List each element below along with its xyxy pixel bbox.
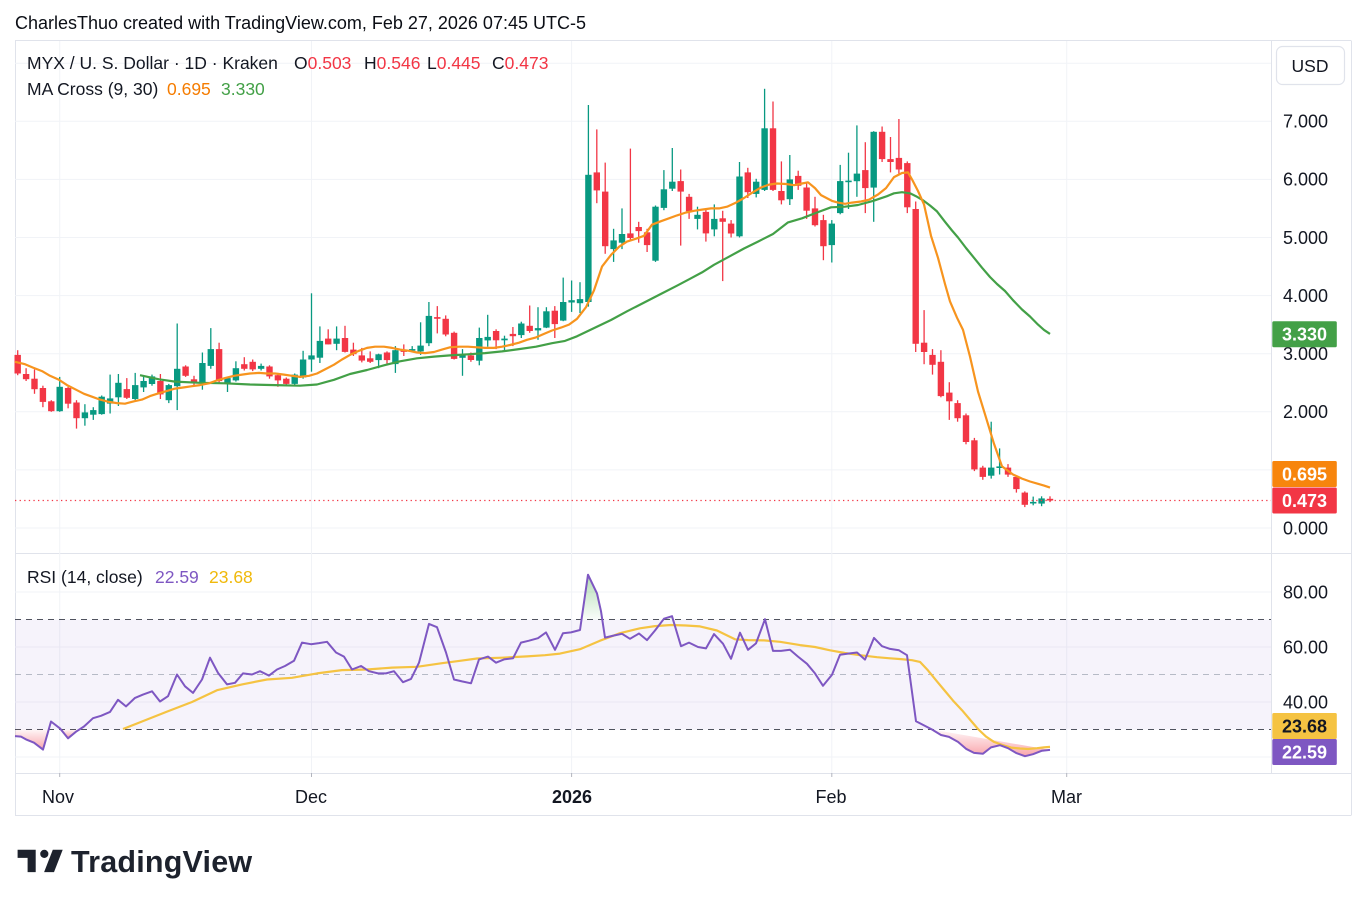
svg-text:0.695: 0.695 bbox=[1282, 464, 1327, 484]
svg-text:USD: USD bbox=[1292, 56, 1329, 76]
svg-text:5.000: 5.000 bbox=[1283, 228, 1328, 248]
svg-text:80.00: 80.00 bbox=[1283, 582, 1328, 602]
svg-text:22.59: 22.59 bbox=[155, 567, 199, 587]
svg-text:Nov: Nov bbox=[42, 787, 74, 807]
svg-text:60.00: 60.00 bbox=[1283, 637, 1328, 657]
svg-text:4.000: 4.000 bbox=[1283, 286, 1328, 306]
svg-text:Mar: Mar bbox=[1051, 787, 1082, 807]
svg-text:0.000: 0.000 bbox=[1283, 518, 1328, 538]
svg-text:0.473: 0.473 bbox=[1282, 491, 1327, 511]
svg-text:23.68: 23.68 bbox=[1282, 716, 1327, 736]
svg-text:3.330: 3.330 bbox=[221, 79, 265, 99]
svg-text:23.68: 23.68 bbox=[209, 567, 253, 587]
svg-text:2.000: 2.000 bbox=[1283, 402, 1328, 422]
svg-text:6.000: 6.000 bbox=[1283, 170, 1328, 190]
svg-text:MYX / U. S. Dollar · 1D · Krak: MYX / U. S. Dollar · 1D · Kraken bbox=[27, 53, 278, 73]
svg-text:RSI (14, close): RSI (14, close) bbox=[27, 567, 143, 587]
svg-text:3.330: 3.330 bbox=[1282, 325, 1327, 345]
svg-text:3.000: 3.000 bbox=[1283, 344, 1328, 364]
svg-text:40.00: 40.00 bbox=[1283, 692, 1328, 712]
svg-text:Feb: Feb bbox=[815, 787, 846, 807]
svg-text:CharlesThuo created with Tradi: CharlesThuo created with TradingView.com… bbox=[15, 13, 586, 33]
svg-text:MA Cross (9, 30): MA Cross (9, 30) bbox=[27, 79, 158, 99]
svg-text:0.695: 0.695 bbox=[167, 79, 211, 99]
svg-text:Dec: Dec bbox=[295, 787, 327, 807]
svg-text:TradingView: TradingView bbox=[71, 845, 252, 879]
svg-text:7.000: 7.000 bbox=[1283, 112, 1328, 132]
svg-text:2026: 2026 bbox=[552, 787, 592, 807]
svg-text:22.59: 22.59 bbox=[1282, 742, 1327, 762]
